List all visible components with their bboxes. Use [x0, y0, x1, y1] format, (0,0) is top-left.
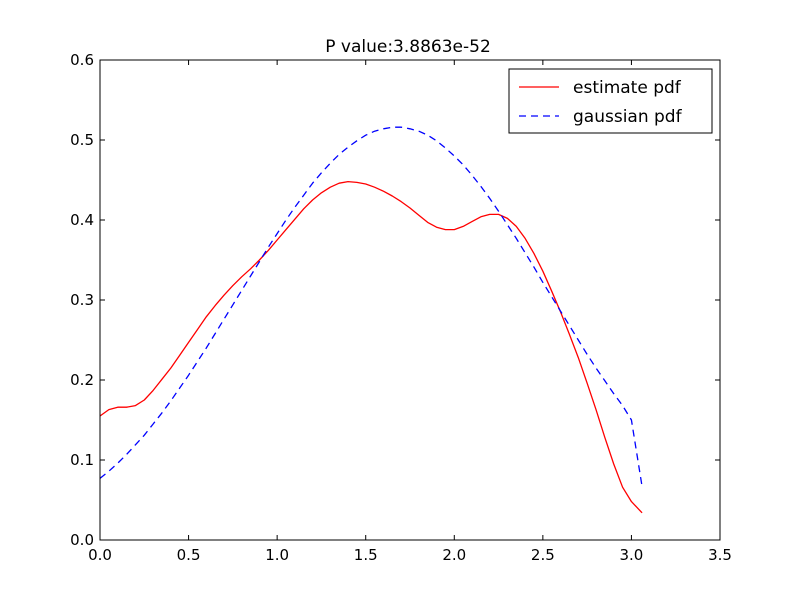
axes: 0.0 0.5 1.0 1.5 2.0 2.5 3.0 3.5 0.0 0.1 0.2 0.3 0.4 0…: [70, 51, 732, 564]
y-tick-label: 0.0: [70, 531, 94, 549]
chart-title: P value:3.8863e-52: [325, 37, 491, 57]
y-tick-label: 0.2: [70, 371, 94, 389]
x-tick-label: 2.0: [442, 546, 466, 564]
y-tick-label: 0.5: [70, 131, 94, 149]
legend-label-estimate: estimate pdf: [573, 78, 682, 98]
y-tick-label: 0.1: [70, 451, 94, 469]
series-line-gaussian: [99, 126, 643, 487]
y-tick-label: 0.6: [70, 51, 94, 69]
series-line-estimate: [99, 180, 643, 514]
legend-label-gaussian: gaussian pdf: [573, 107, 683, 127]
legend: estimate pdf gaussian pdf: [508, 68, 713, 134]
x-tick-label: 0.5: [177, 546, 201, 564]
x-tick-label: 1.5: [354, 546, 378, 564]
x-tick-label: 0.0: [88, 546, 112, 564]
x-tick-label: 3.0: [619, 546, 643, 564]
x-tick-label: 1.0: [265, 546, 289, 564]
legend-box: [508, 68, 713, 134]
y-tick-label: 0.4: [70, 211, 94, 229]
x-tick-label: 3.5: [708, 546, 732, 564]
x-tick-label: 2.5: [531, 546, 555, 564]
y-tick-label: 0.3: [70, 291, 94, 309]
plot-area: [99, 126, 643, 514]
